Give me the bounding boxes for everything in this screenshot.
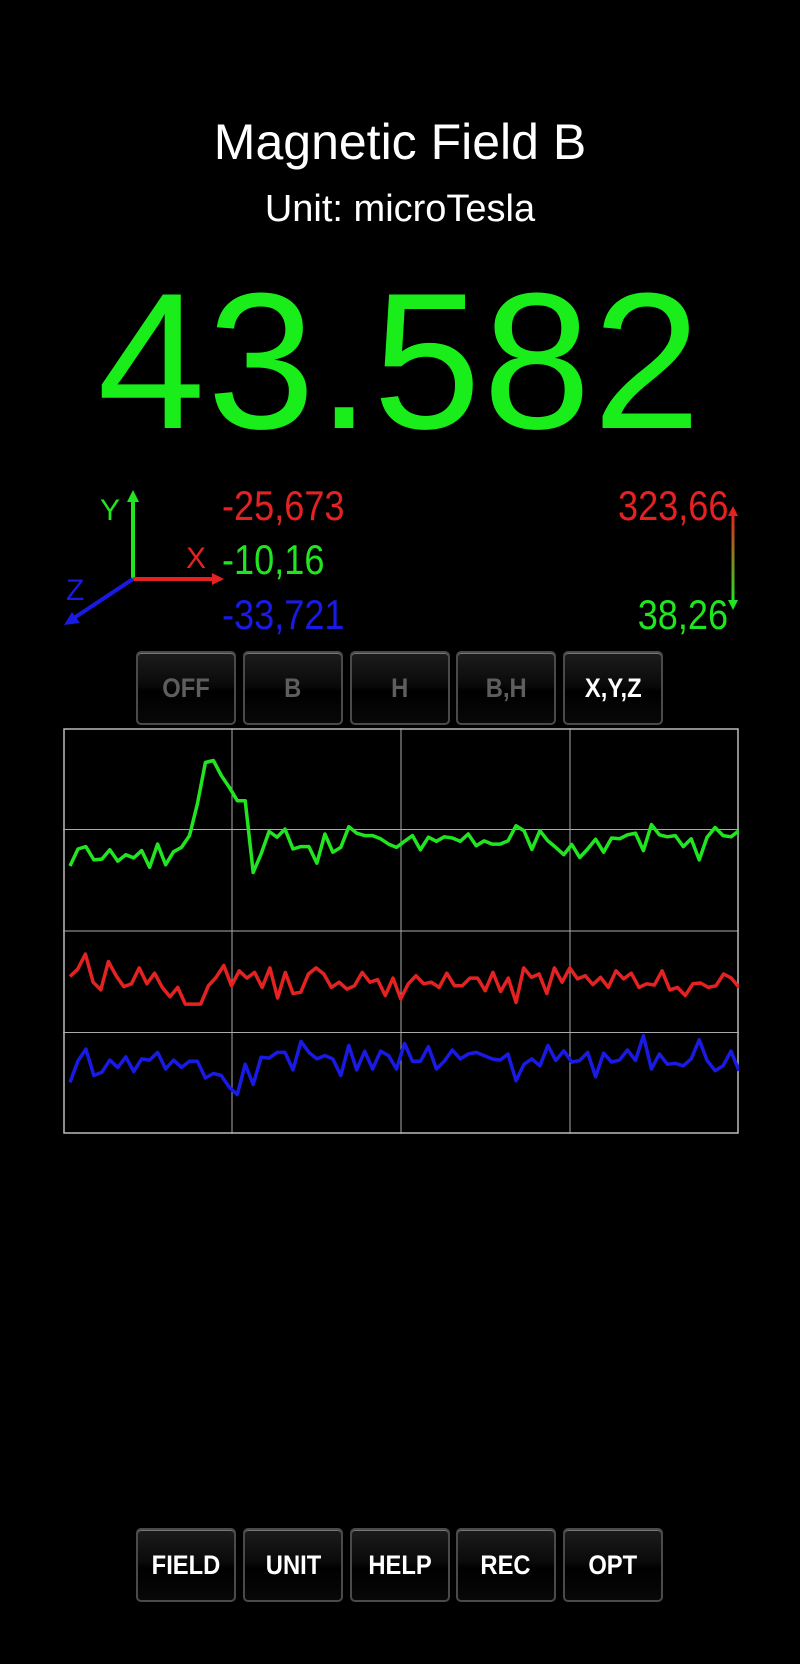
button-label: UNIT (265, 1549, 321, 1580)
help-button[interactable]: HELP (350, 1528, 450, 1602)
unit-label: Unit: microTesla (264, 188, 536, 230)
series-z-line (68, 1033, 739, 1097)
series-x-line (68, 952, 739, 1006)
xyz-axes-icon: Y X Z (64, 490, 224, 625)
button-label: OFF (162, 672, 210, 703)
y-component-value: -10,16 (222, 536, 325, 583)
x-arrowhead (212, 573, 224, 585)
opt-button[interactable]: OPT (563, 1528, 663, 1602)
button-label: B (284, 672, 302, 703)
page-title: Magnetic Field B (213, 114, 587, 170)
z-axis-label: Z (66, 574, 84, 607)
button-label: FIELD (151, 1549, 221, 1580)
mode-bh-button[interactable]: B,H (456, 651, 556, 725)
z-arrowhead (64, 612, 80, 625)
xyz-history-chart (63, 728, 739, 1134)
unit-button[interactable]: UNIT (243, 1528, 343, 1602)
range-min-value: 38,26 (637, 591, 728, 638)
y-axis-label: Y (100, 494, 120, 527)
button-label: X,Y,Z (584, 672, 642, 703)
range-max-value: 323,66 (617, 482, 728, 529)
range-gradient-arrow-icon (728, 506, 738, 610)
rec-button[interactable]: REC (456, 1528, 556, 1602)
mode-b-button[interactable]: B (243, 651, 343, 725)
x-axis-label: X (186, 542, 206, 575)
button-label: REC (480, 1549, 532, 1580)
series-y-line (68, 758, 739, 875)
z-component-value: -33,721 (222, 591, 345, 638)
x-component-value: -25,673 (222, 482, 345, 529)
z-axis-arrow (72, 577, 135, 620)
button-label: OPT (588, 1549, 638, 1580)
y-arrowhead (127, 490, 139, 502)
mode-h-button[interactable]: H (350, 651, 450, 725)
button-label: HELP (368, 1549, 432, 1580)
button-label: B,H (485, 672, 527, 703)
mode-off-button[interactable]: OFF (136, 651, 236, 725)
button-label: H (391, 672, 409, 703)
field-magnitude-value: 43.582 (97, 253, 703, 470)
mode-xyz-button[interactable]: X,Y,Z (563, 651, 663, 725)
field-button[interactable]: FIELD (136, 1528, 236, 1602)
